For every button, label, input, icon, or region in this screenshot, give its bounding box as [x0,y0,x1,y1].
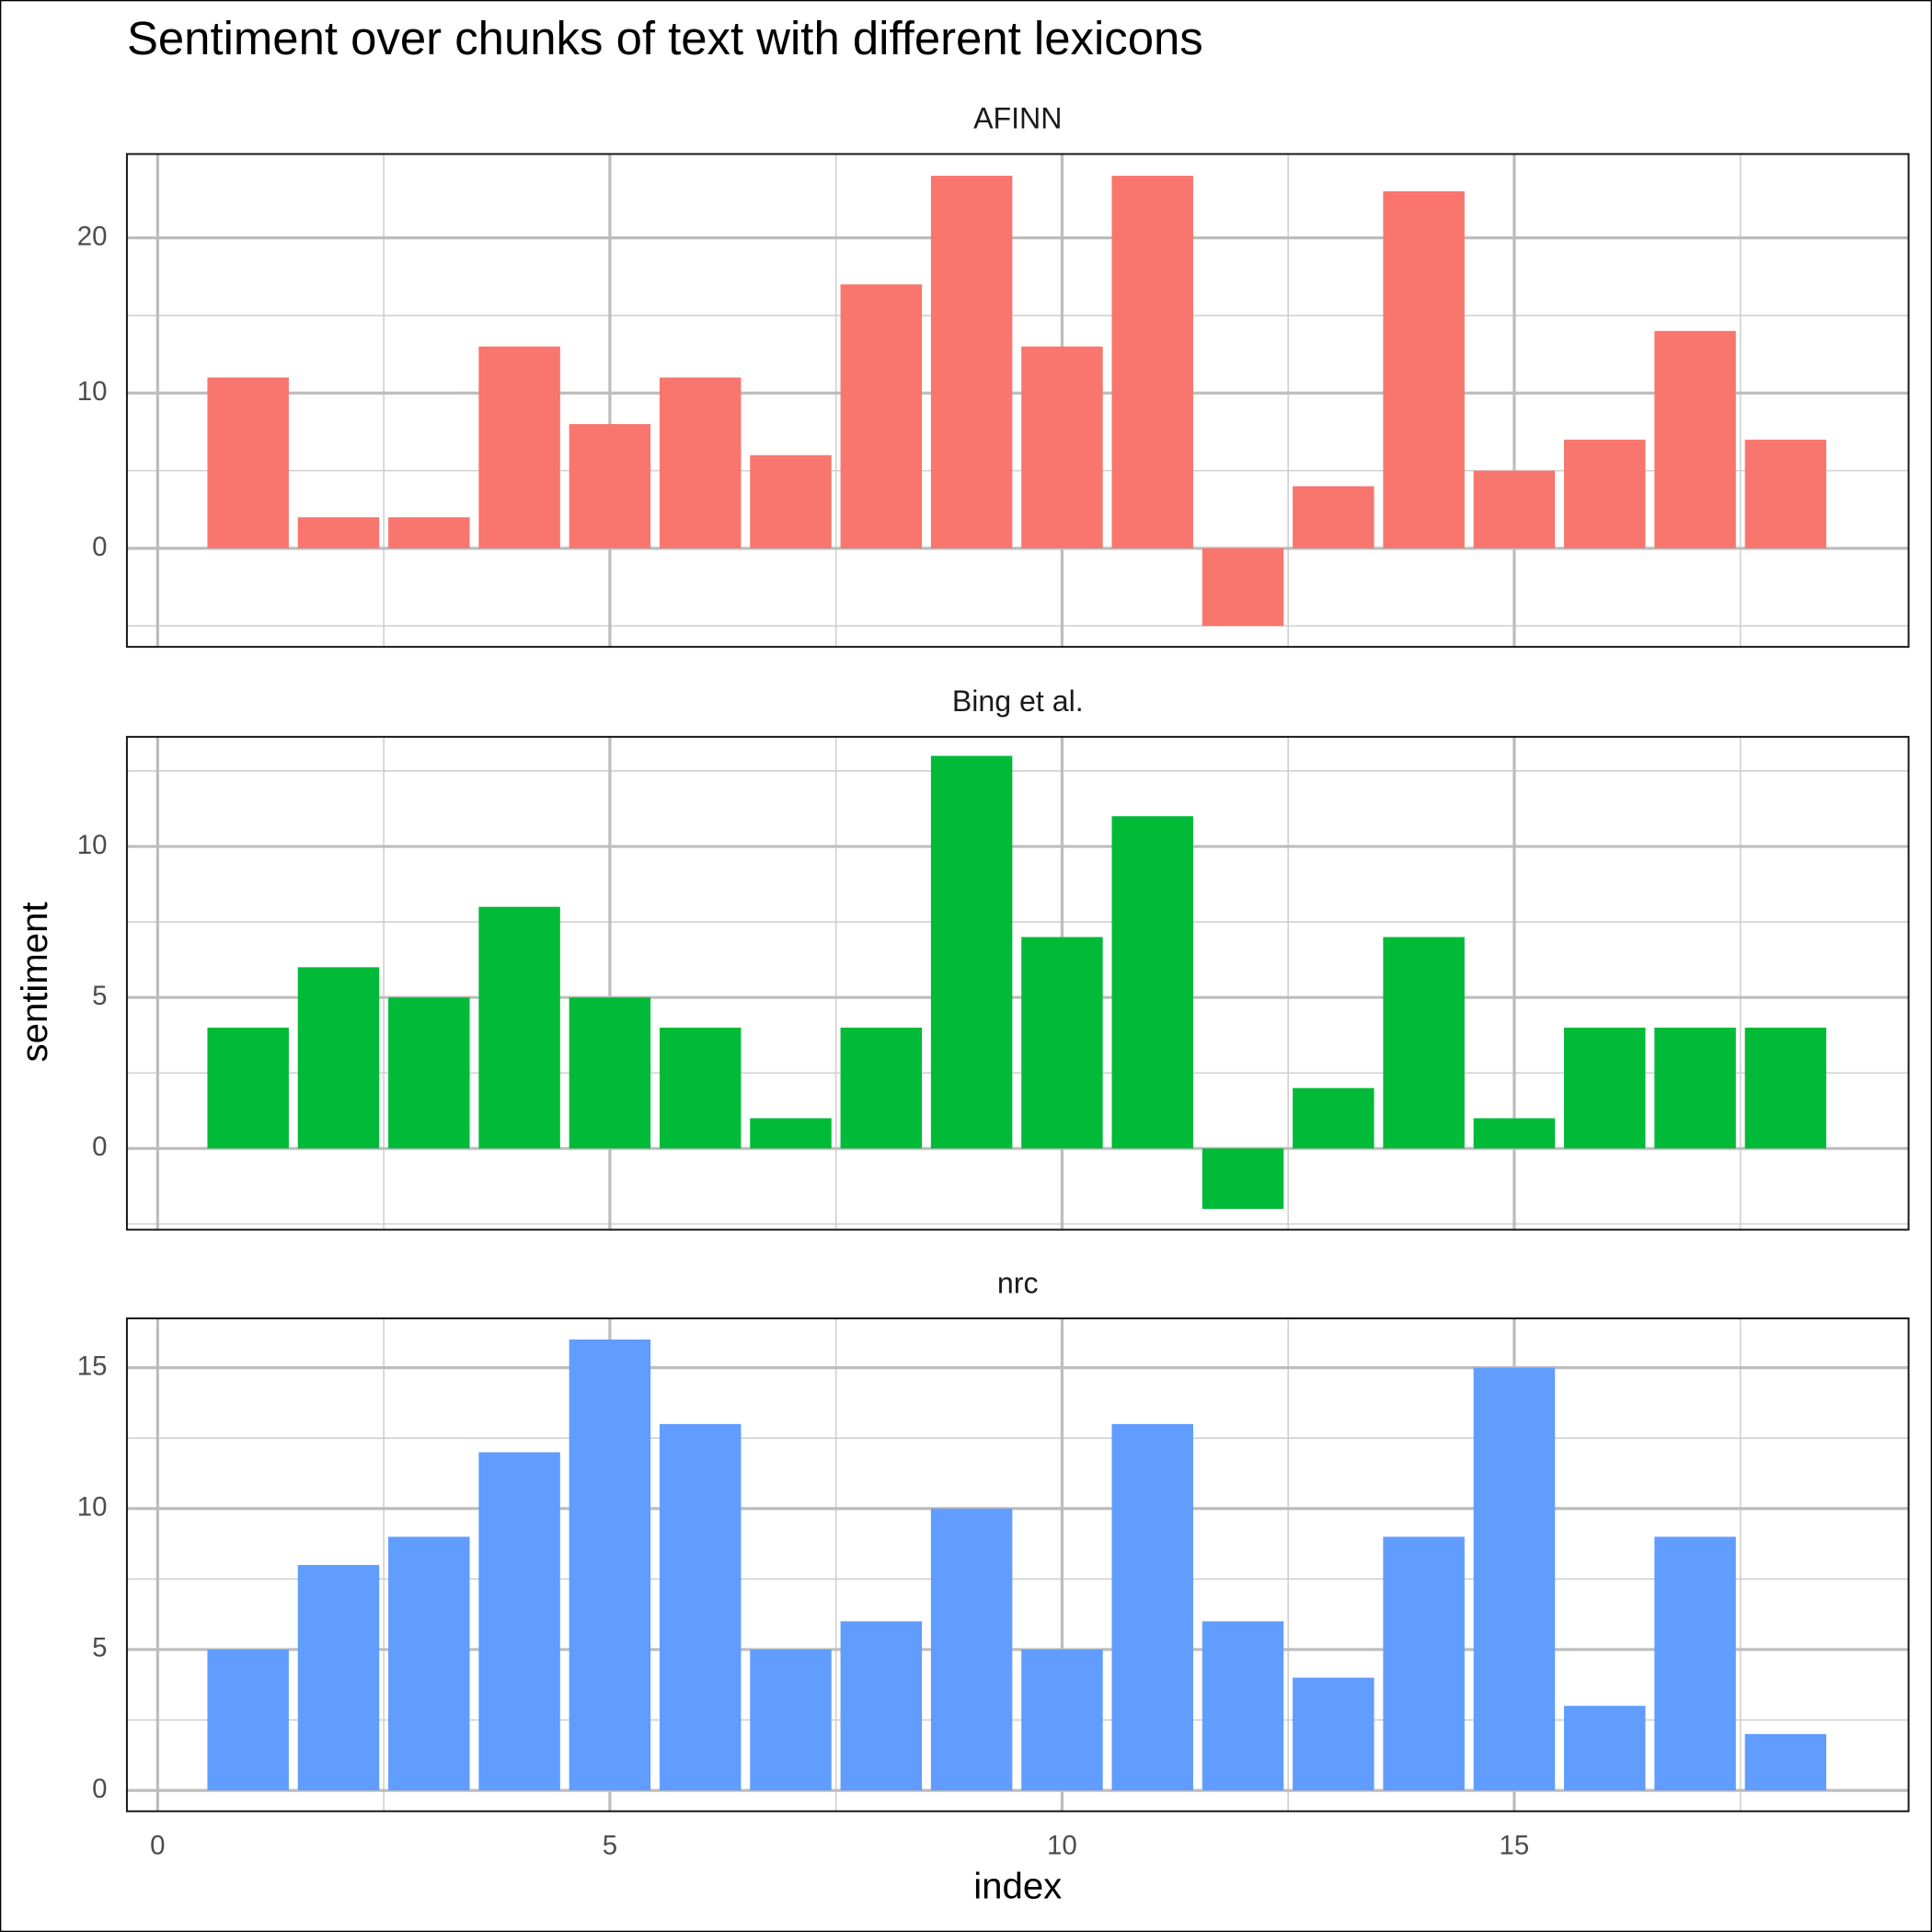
bar [478,906,560,1149]
bar [750,1649,832,1791]
facet-label: nrc [997,1266,1039,1299]
x-axis-label: index [973,1866,1062,1907]
bar [840,284,923,548]
bar [750,454,832,548]
bar [840,1028,923,1149]
bar [1202,547,1284,627]
bar [930,755,1013,1149]
bar [478,346,560,548]
bar [1564,1028,1646,1149]
bar [207,377,289,548]
y-tick-label: 10 [77,376,108,407]
bar [1654,1028,1736,1149]
bar [388,997,470,1149]
panel-border [125,153,1910,649]
facet-label: Bing et al. [952,684,1084,718]
bar [1293,1677,1374,1791]
bar [1564,1706,1646,1791]
bar [1654,330,1736,548]
bar [1111,816,1193,1149]
bar [750,1118,832,1149]
bar [569,1340,651,1791]
panel-border [125,1317,1910,1812]
bar [1111,1423,1193,1791]
y-tick-label: 5 [92,981,107,1011]
bar [207,1028,289,1149]
bar [1744,439,1827,548]
y-axis-label: sentiment [14,902,55,1062]
bar [388,517,470,548]
bar [1293,1087,1374,1149]
bar [297,967,380,1149]
bar [930,176,1013,548]
bar [840,1621,923,1791]
bar [569,423,651,548]
bar [1021,937,1103,1149]
bar [1202,1148,1284,1209]
bar [1293,486,1374,548]
bar [1021,346,1103,548]
bar [659,1028,742,1149]
bar [1383,937,1465,1149]
x-tick-label: 10 [1047,1830,1077,1860]
bar [1473,1367,1556,1791]
bar [207,1649,289,1791]
bar [930,1508,1013,1791]
y-tick-label: 0 [92,532,107,562]
y-tick-label: 15 [77,1351,108,1381]
bar [1021,1649,1103,1791]
bar [1564,439,1646,548]
bar [1654,1536,1736,1791]
bar [1473,1118,1556,1149]
bar [1383,190,1465,548]
bar [1744,1733,1827,1791]
bar [659,1423,742,1791]
y-tick-label: 20 [77,221,108,251]
bar [297,517,380,548]
y-tick-label: 10 [77,1492,108,1523]
y-tick-label: 5 [92,1633,107,1663]
x-tick-label: 0 [150,1830,165,1860]
x-tick-label: 15 [1500,1830,1530,1860]
y-tick-label: 0 [92,1132,107,1162]
y-tick-label: 0 [92,1774,107,1804]
panel-border [125,735,1910,1231]
chart-title: Sentiment over chunks of text with diffe… [127,12,1203,64]
facet-label: AFINN [973,102,1062,135]
bar [1111,176,1193,548]
y-tick-label: 10 [77,830,108,860]
bar [659,377,742,548]
bar [1202,1621,1284,1791]
bar [1744,1028,1827,1149]
bar [1473,470,1556,548]
x-tick-label: 5 [603,1830,617,1860]
bar [388,1536,470,1791]
bar [569,997,651,1149]
bar [478,1452,560,1791]
bar [297,1565,380,1791]
bar [1383,1536,1465,1791]
